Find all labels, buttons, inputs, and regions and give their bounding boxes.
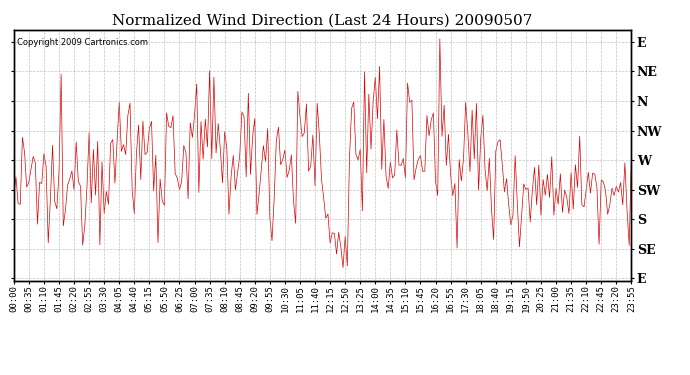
- Text: Copyright 2009 Cartronics.com: Copyright 2009 Cartronics.com: [17, 38, 148, 46]
- Title: Normalized Wind Direction (Last 24 Hours) 20090507: Normalized Wind Direction (Last 24 Hours…: [112, 13, 533, 27]
